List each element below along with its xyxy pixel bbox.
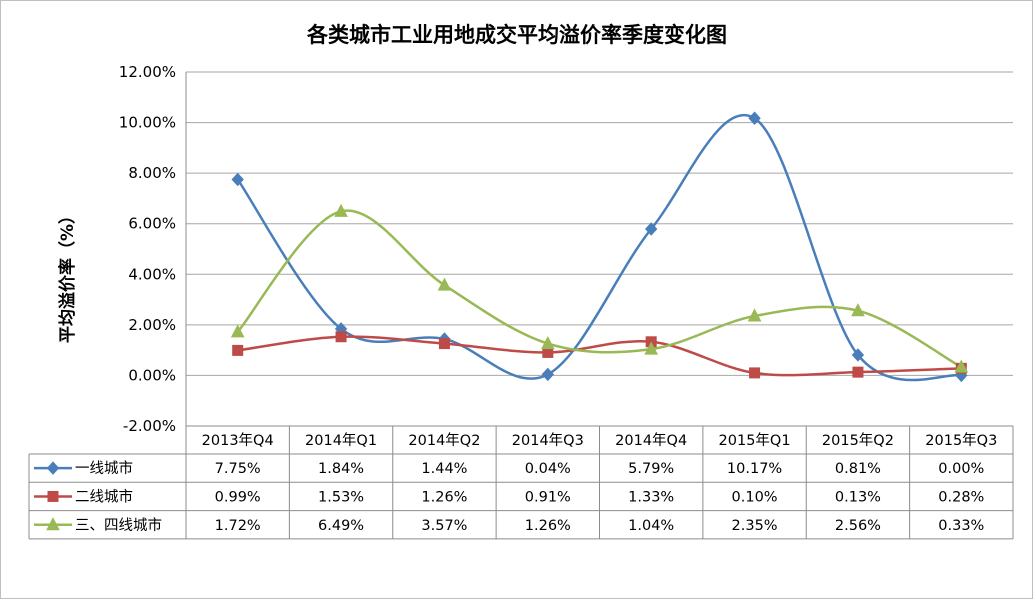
data-label: 1.33% — [628, 489, 674, 505]
data-label: 1.53% — [318, 489, 364, 505]
series-3-marker — [230, 324, 245, 338]
series-2-marker — [438, 338, 450, 350]
x-tick-label: 2013年Q4 — [202, 432, 274, 449]
y-tick-label: 10.00% — [119, 114, 176, 132]
y-tick-label: 12.00% — [119, 63, 176, 81]
data-label: 3.57% — [421, 518, 467, 534]
data-label: 0.04% — [525, 461, 571, 477]
data-label: 7.75% — [215, 461, 261, 477]
y-tick-label: -2.00% — [123, 417, 176, 435]
data-label: 1.26% — [525, 518, 571, 534]
series-1-marker — [851, 348, 865, 362]
data-label: 2.35% — [732, 518, 778, 534]
x-tick-label: 2014年Q3 — [512, 432, 584, 449]
chart-title: 各类城市工业用地成交平均溢价率季度变化图 — [306, 23, 727, 47]
data-label: 10.17% — [727, 461, 782, 477]
series-3-marker — [540, 335, 555, 350]
series-1-marker — [645, 222, 658, 236]
series-2-marker — [852, 366, 864, 378]
data-label: 1.26% — [421, 489, 467, 505]
x-tick-label: 2014年Q2 — [408, 432, 480, 449]
y-tick-label: 0.00% — [128, 366, 176, 384]
x-tick-label: 2015年Q3 — [925, 432, 997, 449]
legend-entry: 三、四线城市 — [75, 517, 162, 534]
series-1-marker — [748, 111, 761, 126]
x-tick-label: 2015年Q2 — [822, 432, 894, 449]
series-1-marker — [46, 461, 60, 475]
x-tick-label: 2014年Q4 — [615, 432, 687, 449]
data-label: 0.91% — [525, 489, 571, 505]
data-label: 0.33% — [938, 518, 984, 534]
data-table: 2013年Q4 2014年Q1 2014年Q2 2014年Q3 2014年Q4 2015年… — [28, 425, 1014, 540]
series-2-marker — [47, 490, 59, 502]
series-2-marker — [335, 331, 347, 343]
series-2-line — [236, 335, 963, 377]
data-label: 1.72% — [215, 518, 261, 534]
y-tick-label: 8.00% — [128, 164, 176, 182]
series-3-marker — [851, 303, 865, 317]
data-label: 1.44% — [421, 461, 467, 477]
data-label: 0.28% — [938, 489, 984, 505]
legend-entry: 二线城市 — [75, 488, 133, 505]
x-tick-label: 2015年Q1 — [719, 432, 791, 449]
series-3-marker — [46, 517, 60, 531]
data-label: 0.10% — [732, 489, 778, 505]
data-label: 0.00% — [938, 461, 984, 477]
series-3-marker — [334, 203, 348, 217]
series-markers — [230, 111, 969, 383]
series-1-marker — [541, 367, 554, 382]
y-axis-label: 平均溢价率（%） — [57, 207, 78, 343]
data-label: 1.04% — [628, 518, 674, 534]
y-tick-label: 4.00% — [128, 265, 176, 283]
data-label: 0.99% — [215, 489, 261, 505]
x-tick-label: 2014年Q1 — [305, 432, 377, 449]
legend-entry: 一线城市 — [75, 460, 133, 477]
data-label: 6.49% — [318, 518, 364, 534]
data-label: 2.56% — [835, 518, 881, 534]
series-2-marker — [749, 367, 761, 379]
gridlines — [185, 71, 1013, 427]
data-label: 0.81% — [835, 461, 881, 477]
series-3-marker — [437, 277, 452, 291]
data-label: 5.79% — [628, 461, 674, 477]
y-tick-labels: 12.00% 10.00% 8.00% 6.00% 4.00% 2.00% 0.00% -2.… — [119, 63, 176, 435]
series-2-marker — [232, 344, 244, 356]
data-label: 1.84% — [318, 461, 364, 477]
series-1-line — [236, 114, 963, 382]
data-label: 0.13% — [835, 489, 881, 505]
series-3-marker — [644, 341, 659, 355]
series-3-line — [236, 209, 963, 369]
series-3-marker — [747, 308, 762, 322]
y-tick-label: 2.00% — [128, 316, 176, 334]
series-3-marker — [954, 359, 969, 373]
series-1-marker — [231, 172, 244, 187]
y-tick-label: 6.00% — [128, 215, 176, 233]
